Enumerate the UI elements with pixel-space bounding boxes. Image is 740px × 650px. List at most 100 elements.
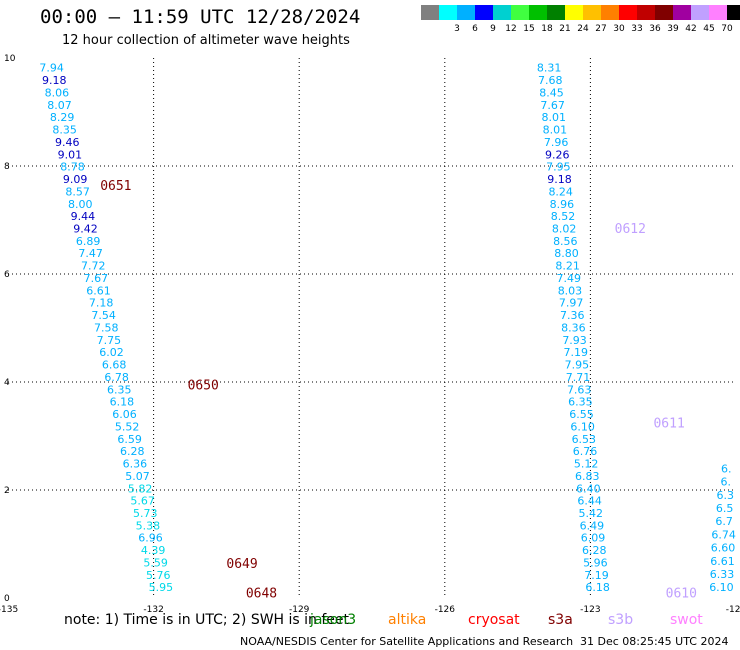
scale-swatch	[727, 5, 740, 20]
wave-height-label: 7.47	[78, 247, 103, 260]
wave-height-label: 7.63	[567, 383, 592, 396]
wave-height-label: 7.18	[89, 297, 114, 310]
wave-height-label: 7.54	[91, 309, 116, 322]
wave-height-label: 6.59	[117, 433, 142, 446]
pass-time-label: 0612	[615, 222, 646, 237]
lon-tick-label: -126	[435, 605, 456, 612]
wave-height-label: 6.74	[711, 528, 736, 541]
map-subtitle: 12 hour collection of altimeter wave hei…	[62, 33, 350, 48]
scale-swatch	[457, 5, 475, 20]
wave-height-label: 7.95	[565, 359, 590, 372]
lat-tick-label: 4	[4, 378, 10, 388]
scale-label: 24	[577, 24, 589, 34]
wave-height-label: 8.31	[537, 62, 562, 75]
wave-height-label: 5.52	[115, 420, 140, 433]
wave-height-label: 6.76	[573, 445, 598, 458]
lon-tick-label: -135	[0, 605, 18, 612]
altimeter-map: -135-132-129-126-123-12002468107.949.188…	[0, 54, 740, 612]
wave-height-label: 6.18	[585, 581, 610, 594]
wave-height-label: 5.67	[130, 495, 155, 508]
wave-height-label: 7.68	[538, 74, 563, 87]
wave-height-label: 7.19	[563, 346, 588, 359]
wave-height-label: 8.78	[60, 161, 85, 174]
wave-height-label: 9.44	[71, 210, 96, 223]
wave-height-label: 9.42	[73, 223, 98, 236]
satellite-legend-altika: altika	[388, 612, 427, 628]
scale-swatch	[655, 5, 673, 20]
wave-height-label: 9.01	[58, 148, 83, 161]
wave-height-label: 5.38	[136, 519, 161, 532]
wave-height-label: 6.49	[580, 519, 605, 532]
map-title: 00:00 – 11:59 UTC 12/28/2024	[40, 6, 361, 28]
lon-tick-label: -129	[289, 605, 310, 612]
scale-swatch	[439, 5, 457, 20]
lat-tick-label: 0	[4, 594, 10, 604]
wave-height-label: 6.60	[711, 542, 736, 555]
scale-label: 27	[595, 24, 607, 34]
pass-time-label: 0611	[653, 417, 684, 432]
scale-swatch	[637, 5, 655, 20]
pass-time-label: 0610	[666, 587, 697, 602]
scale-swatch	[709, 5, 727, 20]
wave-height-label: 8.80	[554, 247, 579, 260]
wave-height-label: 7.58	[94, 321, 119, 334]
scale-swatch	[565, 5, 583, 20]
wave-height-label: 4.39	[141, 544, 166, 557]
wave-height-label: 6.10	[570, 420, 595, 433]
scale-label: 6	[472, 24, 478, 34]
scale-label: 70	[721, 24, 733, 34]
wave-height-label: 5.76	[146, 569, 171, 582]
wave-height-label: 6.83	[575, 470, 600, 483]
scale-label: 15	[523, 24, 535, 34]
wave-height-label: 8.02	[552, 223, 577, 236]
wave-height-label: 5.42	[578, 507, 603, 520]
scale-label: 21	[559, 24, 571, 34]
wave-height-label: 9.18	[547, 173, 572, 186]
scale-label: 33	[631, 24, 643, 34]
wave-height-label: 7.93	[562, 334, 587, 347]
scale-label: 9	[490, 24, 496, 34]
wave-height-label: 7.94	[39, 62, 64, 75]
wave-height-label: 6.5	[716, 502, 734, 515]
lon-tick-label: -120	[726, 605, 740, 612]
wave-height-label: 8.36	[561, 321, 586, 334]
wave-height-label: 6.35	[568, 396, 593, 409]
wave-height-label: 6.	[721, 476, 732, 489]
wave-height-label: 6.	[721, 462, 732, 475]
wave-height-label: 5.59	[143, 556, 168, 569]
wave-height-label: 5.82	[128, 482, 153, 495]
wave-height-label: 6.36	[123, 458, 148, 471]
lat-tick-label: 2	[4, 486, 10, 496]
wave-height-label: 6.96	[138, 532, 163, 545]
satellite-legend-swot: swot	[670, 612, 703, 628]
wave-height-label: 6.40	[576, 482, 601, 495]
wave-height-label: 7.75	[97, 334, 122, 347]
wave-height-label: 7.71	[566, 371, 591, 384]
wave-height-label: 7.72	[81, 260, 106, 273]
satellite-legend-cryosat: cryosat	[468, 612, 520, 628]
wave-height-label: 8.07	[47, 99, 72, 112]
scale-swatch	[547, 5, 565, 20]
wave-height-label: 7.67	[540, 99, 565, 112]
wave-height-label: 8.96	[550, 198, 575, 211]
scale-swatch	[691, 5, 709, 20]
scale-label: 45	[703, 24, 715, 34]
footer-timestamp: 31 Dec 08:25:45 UTC 2024	[580, 635, 729, 648]
scale-label: 39	[667, 24, 679, 34]
wave-height-label: 7.36	[560, 309, 585, 322]
wave-height-label: 6.3	[716, 489, 734, 502]
wave-height-label: 9.09	[63, 173, 88, 186]
lat-tick-label: 6	[4, 270, 10, 280]
wave-height-label: 6.28	[120, 445, 145, 458]
pass-time-label: 0650	[188, 379, 219, 394]
scale-swatch	[529, 5, 547, 20]
wave-height-label: 6.61	[86, 284, 111, 297]
scale-label: 18	[541, 24, 553, 34]
wave-height-label: 7.95	[546, 161, 571, 174]
wave-height-label: 8.21	[555, 260, 580, 273]
satellite-legend-s3b: s3b	[608, 612, 634, 628]
wave-height-label: 6.10	[709, 581, 734, 594]
scale-label: 36	[649, 24, 661, 34]
scale-label: 12	[505, 24, 517, 34]
pass-time-label: 0651	[100, 179, 131, 194]
